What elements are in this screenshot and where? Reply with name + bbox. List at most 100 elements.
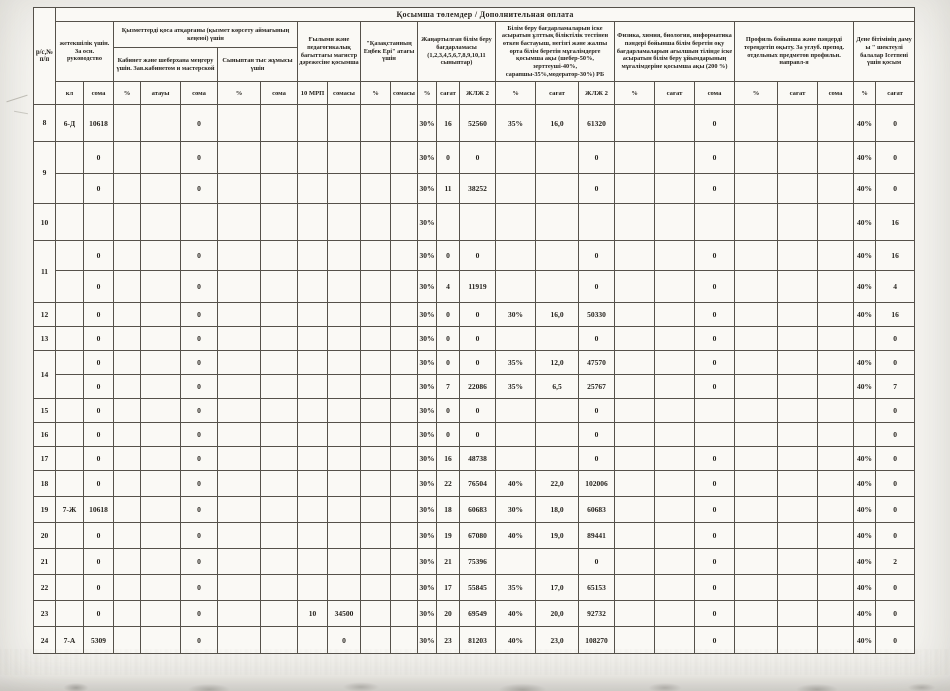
table-cell xyxy=(777,270,818,303)
table-cell: 0 xyxy=(578,548,615,575)
table-cell xyxy=(777,470,818,497)
table-cell: 0 xyxy=(694,326,735,351)
table-cell: 7 xyxy=(874,374,916,399)
col-group-labor-hero: "Қазақстанның Еңбек Ері" атағы үшін xyxy=(360,21,418,82)
subcolumn-header: сома xyxy=(180,81,218,105)
subcolumn-header-row: кл сома% атауы сома% сома 10 МРП сомасы% сомасы… xyxy=(34,81,916,105)
table-cell xyxy=(113,470,141,497)
subcolumn-header: % xyxy=(417,81,437,105)
table-cell xyxy=(297,422,328,447)
table-cell: 0 xyxy=(83,548,114,575)
table-cell xyxy=(817,422,854,447)
table-cell: 40% xyxy=(853,302,876,327)
table-cell xyxy=(297,470,328,497)
table-cell xyxy=(614,173,655,204)
subcolumn-header: % xyxy=(360,81,391,105)
table-cell xyxy=(113,600,141,627)
table-cell xyxy=(140,574,181,601)
table-cell: 22,0 xyxy=(535,470,579,497)
table-cell xyxy=(260,446,298,471)
table-cell xyxy=(654,270,695,303)
table-cell: 38252 xyxy=(459,173,496,204)
table-cell: 0 xyxy=(180,626,218,654)
table-cell: 40% xyxy=(853,600,876,627)
table-cell xyxy=(360,302,391,327)
table-cell: 0 xyxy=(694,496,735,523)
table-cell xyxy=(140,270,181,303)
table-cell xyxy=(390,326,418,351)
table-cell: 0 xyxy=(694,104,735,142)
table-cell xyxy=(777,173,818,204)
table-cell xyxy=(327,350,361,375)
table-cell: 0 xyxy=(874,173,916,204)
row-number: 16 xyxy=(33,422,56,447)
table-banner: Қосымша төлемдер / Дополнительная оплата xyxy=(54,7,916,22)
table-cell: 30% xyxy=(417,350,437,375)
table-cell xyxy=(217,350,261,375)
table-cell xyxy=(654,422,695,447)
table-cell: 0 xyxy=(694,270,735,303)
table-row: 23 0 0 10 34500 30% 20 69549 40% 20,0 92732 0 40% 0 xyxy=(33,600,916,627)
table-cell xyxy=(654,470,695,497)
table-cell xyxy=(327,173,361,204)
table-cell xyxy=(260,548,298,575)
table-cell xyxy=(535,422,579,447)
table-cell xyxy=(777,302,818,327)
table-cell xyxy=(817,626,854,654)
table-cell: 30% xyxy=(417,173,437,204)
table-cell xyxy=(535,446,579,471)
table-cell xyxy=(694,203,735,241)
table-cell xyxy=(654,398,695,423)
table-cell xyxy=(55,203,84,241)
table-cell xyxy=(390,548,418,575)
table-cell xyxy=(777,203,818,241)
table-cell xyxy=(654,522,695,549)
table-cell xyxy=(734,203,778,241)
table-cell: 0 xyxy=(694,141,735,174)
table-cell xyxy=(260,626,298,654)
table-cell: 40% xyxy=(853,350,876,375)
table-cell xyxy=(217,470,261,497)
table-cell xyxy=(436,203,460,241)
row-number: 19 xyxy=(33,496,56,523)
table-cell xyxy=(614,302,655,327)
row-number: 15 xyxy=(33,398,56,423)
table-cell xyxy=(654,626,695,654)
table-cell xyxy=(817,350,854,375)
table-cell: 0 xyxy=(436,350,460,375)
subgroup-header-row: Кабинет және шеберхана меңгеру үшін. Зав… xyxy=(34,47,915,82)
table-cell xyxy=(297,141,328,174)
table-cell xyxy=(260,326,298,351)
table-cell xyxy=(260,350,298,375)
table-cell xyxy=(327,470,361,497)
table-cell: 30% xyxy=(417,574,437,601)
table-cell xyxy=(390,141,418,174)
table-cell xyxy=(777,240,818,271)
table-row: 20 0 0 30% 19 67080 40% 19,0 89441 0 40% 0 xyxy=(33,522,916,549)
table-cell xyxy=(578,203,615,241)
table-cell xyxy=(614,240,655,271)
table-cell xyxy=(694,398,735,423)
table-cell xyxy=(535,173,579,204)
subcolumn-header: кл xyxy=(55,81,84,105)
table-cell xyxy=(55,350,84,375)
table-cell: 50330 xyxy=(578,302,615,327)
table-cell xyxy=(817,548,854,575)
subcolumn-header: сома xyxy=(694,81,735,105)
table-row: 0 0 30% 4 11919 0 0 40% 4 xyxy=(34,270,916,303)
subcolumn-header: сағат xyxy=(874,81,916,105)
table-cell xyxy=(260,574,298,601)
table-cell: 0 xyxy=(874,496,916,523)
table-cell: 0 xyxy=(83,141,114,174)
table-cell: 35% xyxy=(495,374,536,399)
table-cell xyxy=(297,104,328,142)
table-cell: 60683 xyxy=(578,496,615,523)
table-cell: 0 xyxy=(83,270,114,303)
table-cell: 30% xyxy=(417,240,437,271)
table-cell xyxy=(55,574,84,601)
table-cell xyxy=(360,270,391,303)
table-cell xyxy=(654,173,695,204)
table-cell xyxy=(390,574,418,601)
table-cell xyxy=(390,240,418,271)
table-cell: 60683 xyxy=(459,496,496,523)
